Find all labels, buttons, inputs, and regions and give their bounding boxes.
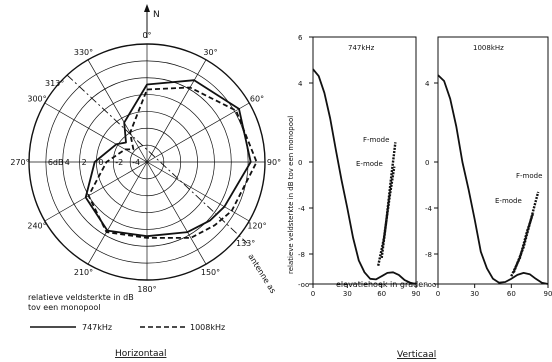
vpanel-curve [312, 68, 417, 285]
polar-angle-label: 150° [201, 268, 220, 277]
vpanel-xtick-label: 60 [377, 290, 386, 298]
vpanel-ytick-label: 0 [298, 159, 302, 167]
vpanel-mode-label: F-mode [363, 136, 389, 144]
polar-angle-label: 270° [10, 158, 29, 167]
polar-angle-label: 180° [137, 285, 156, 294]
polar-spoke [146, 161, 207, 265]
polar-series [84, 79, 258, 239]
antenna-axis-line [66, 74, 248, 244]
caption-vertical: Verticaal [397, 350, 436, 360]
north-label: N [153, 10, 160, 20]
caption-horizontal: Horizontaal [115, 349, 166, 359]
polar-angle-label: 330° [74, 48, 93, 57]
vpanel-xtick-label: 60 [507, 290, 516, 298]
vpanel-ytick-label: 6 [298, 34, 303, 42]
vpanel-ytick-label: 4 [298, 80, 303, 88]
vpanel-mode-label: E-mode [356, 160, 383, 168]
vpanel-frame [312, 36, 417, 285]
vpanel-ytick-label: -4 [298, 205, 306, 213]
polar-radial-labels: 6dB 4 2 0 -2 -4 [48, 158, 140, 167]
polar-radial-label: 0 [98, 158, 103, 167]
polar-radial-label: 4 [65, 158, 70, 167]
vpanel-mode-trace [377, 166, 396, 266]
vpanel-ytick-label: -4 [425, 205, 433, 213]
polar-radial-label: 2 [82, 158, 87, 167]
polar-angle-label: 240° [27, 222, 46, 231]
polar-angle-label: 210° [74, 268, 93, 277]
polar-chart: 0°30°60°90°120°150°180°210°240°270°300°3… [10, 4, 281, 295]
polar-spoke [146, 59, 207, 163]
polar-radial-label: 6dB [48, 158, 64, 167]
polar-angle-label: 120° [247, 222, 266, 231]
polar-angle-label: 60° [250, 95, 264, 104]
legend-label-747: 747kHz [82, 323, 112, 332]
polar-spoke [87, 161, 148, 265]
vpanel-mode-trace [512, 191, 540, 273]
polar-radial-label: -4 [132, 158, 140, 167]
vertical-ylabel: relatieve veldsterkte in dB tov een mono… [287, 116, 295, 274]
vpanel-ytick-label: 4 [425, 80, 430, 88]
polar-angle-label: 30° [203, 48, 217, 57]
vpanel-ytick-label: -oo [425, 281, 436, 289]
vpanel-xtick-label: 0 [311, 290, 315, 298]
vpanel-ytick-label: -oo [298, 281, 309, 289]
vpanel-xtick-label: 30 [343, 290, 352, 298]
vpanel-title: 1008kHz [473, 44, 504, 52]
vpanel-ytick-label: 0 [425, 159, 429, 167]
vpanel-xtick-label: 0 [436, 290, 440, 298]
polar-spoke [146, 102, 250, 163]
vpanel-mode-trace [380, 142, 397, 259]
polar-radial-label: -2 [115, 158, 123, 167]
polar-spoke [44, 161, 148, 222]
antenna-axis-label: antenne as [246, 252, 277, 295]
polar-spoke [44, 102, 148, 163]
polar-angle-label: 300° [27, 95, 46, 104]
legend-title-line2: tov een monopool [28, 303, 101, 312]
angle-313-label: 313° [45, 79, 64, 88]
polar-legend: relatieve veldsterkte in dB tov een mono… [28, 293, 225, 332]
vpanel-xtick-label: 30 [470, 290, 479, 298]
polar-spoke [87, 59, 148, 163]
antenna-angle-label: 133° [236, 239, 255, 248]
vpanel-mode-label: F-mode [516, 172, 542, 180]
vpanel-frame [437, 36, 549, 285]
polar-grid-spokes [29, 44, 265, 280]
vpanel-mode-label: E-mode [495, 197, 522, 205]
vpanel-curve [437, 74, 549, 285]
legend-label-1008: 1008kHz [190, 323, 225, 332]
polar-series-747kHz [84, 79, 252, 238]
vpanel-title: 747kHz [348, 44, 375, 52]
vertical-panels: 640-4-8-oo0 30 60 90747kHzF-modeE-mode40-4-… [298, 34, 552, 298]
north-arrow-icon [144, 4, 150, 12]
polar-series-1008kHz [87, 86, 258, 239]
vpanel-xtick-label: 90 [544, 290, 552, 298]
vpanel-ytick-label: -8 [425, 251, 432, 259]
vertical-xlabel: elevatiehoek in graden [336, 280, 428, 289]
vpanel-xtick-label: 90 [412, 290, 421, 298]
polar-angle-label: 90° [267, 158, 281, 167]
vpanel-ytick-label: -8 [298, 251, 305, 259]
vpanel-mode-trace [510, 212, 535, 277]
legend-title-line1: relatieve veldsterkte in dB [28, 293, 134, 302]
